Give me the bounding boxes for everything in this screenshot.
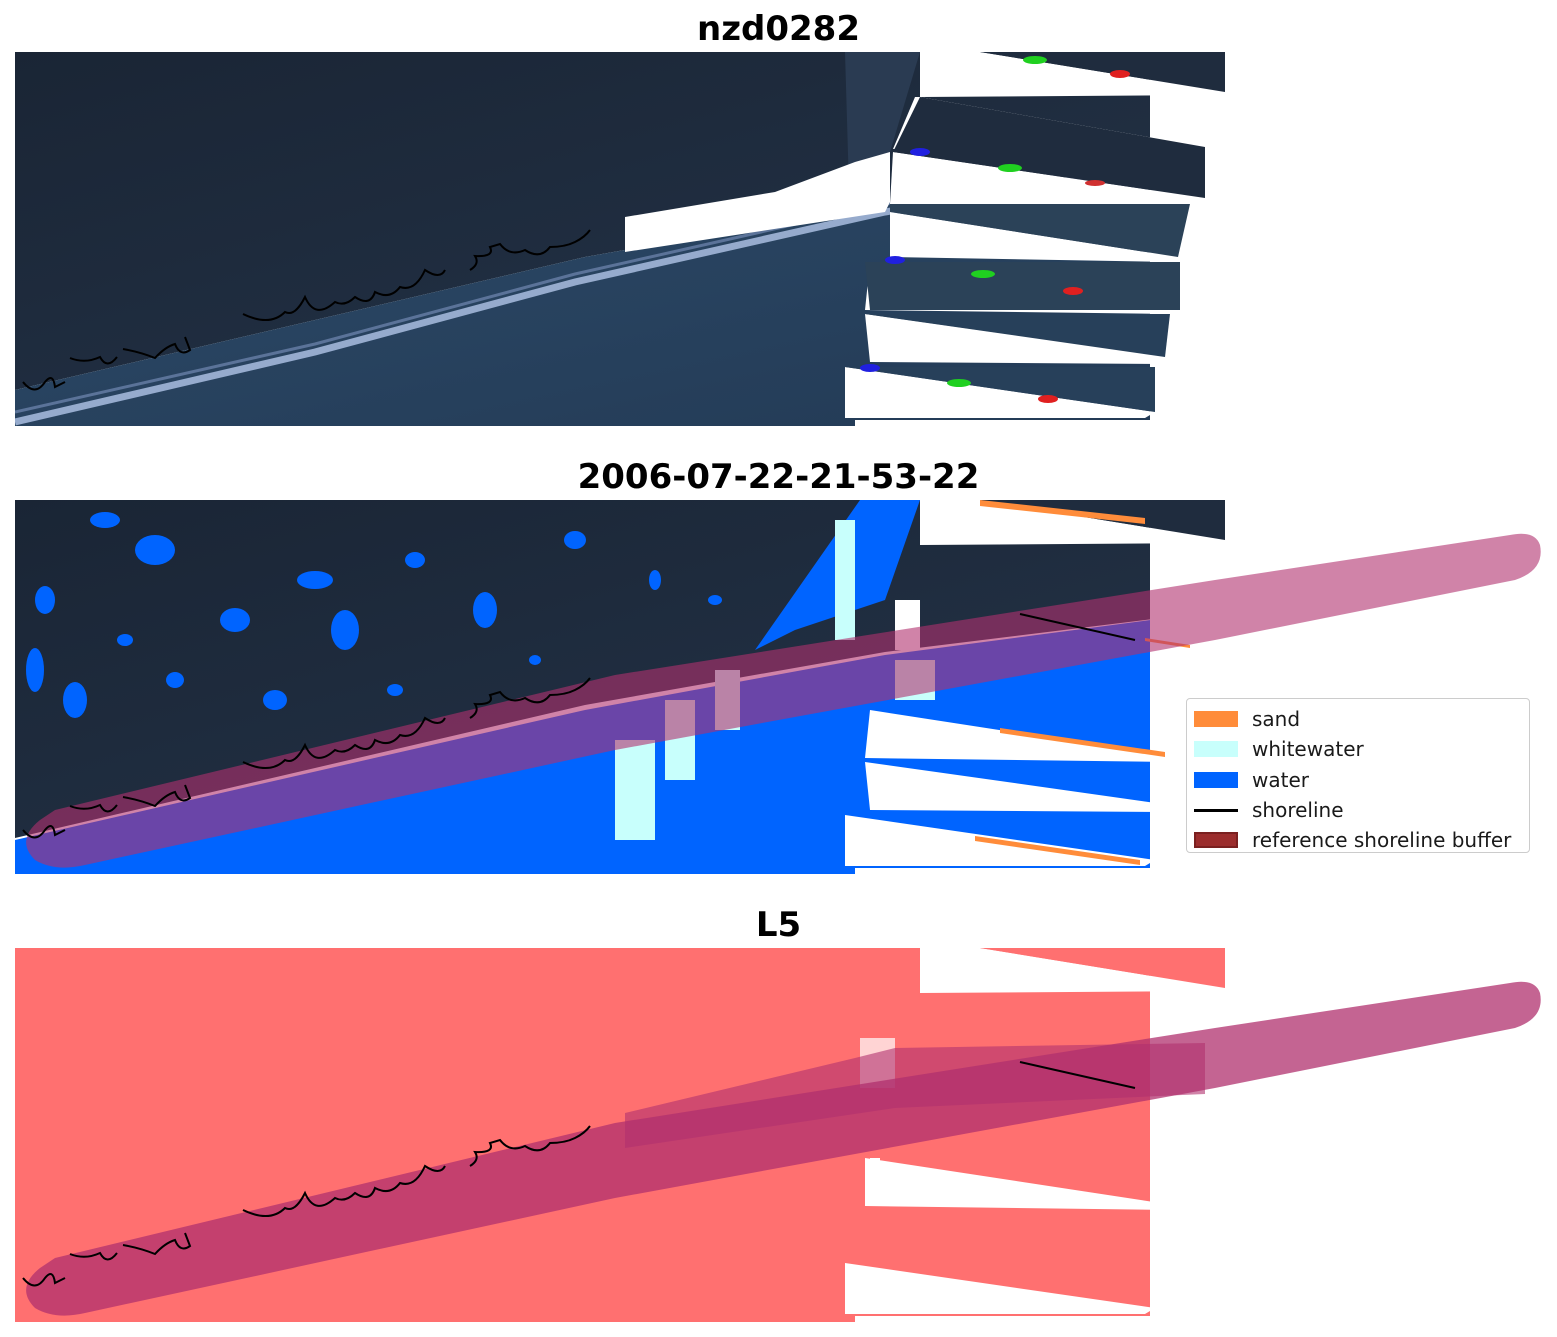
legend-item-reference-shoreline-buffer: reference shoreline buffer — [1187, 825, 1529, 855]
legend-swatch-whitewater — [1194, 741, 1238, 758]
image-extent — [15, 52, 1555, 426]
legend-swatch-sand — [1194, 711, 1238, 728]
panel-title-date: 2006-07-22-21-53-22 — [577, 457, 980, 497]
legend-label: reference shoreline buffer — [1252, 828, 1512, 853]
reference-shoreline-buffer — [26, 533, 1541, 868]
reference-shoreline-buffer — [26, 981, 1541, 1316]
legend: sand whitewater water shoreline referenc… — [1186, 698, 1530, 853]
legend-line-shoreline — [1194, 808, 1238, 812]
legend-item-sand: sand — [1187, 704, 1529, 734]
legend-label: whitewater — [1252, 737, 1364, 762]
panel-title-image-name: nzd0282 — [697, 9, 860, 49]
detected-shoreline — [22, 1061, 1136, 1287]
legend-swatch-water — [1194, 771, 1238, 788]
legend-label: water — [1252, 767, 1309, 792]
legend-item-water: water — [1187, 765, 1529, 795]
cloud-mask-image — [15, 948, 1555, 1322]
panel-title-satellite: L5 — [755, 905, 802, 945]
legend-label: shoreline — [1252, 798, 1344, 823]
rgb-satellite-image — [15, 52, 1555, 426]
legend-swatch-buffer — [1194, 832, 1238, 849]
legend-item-shoreline: shoreline — [1187, 795, 1529, 825]
legend-item-whitewater: whitewater — [1187, 734, 1529, 764]
detected-shoreline — [22, 229, 591, 391]
detected-shoreline — [22, 613, 1136, 839]
legend-label: sand — [1252, 707, 1301, 732]
